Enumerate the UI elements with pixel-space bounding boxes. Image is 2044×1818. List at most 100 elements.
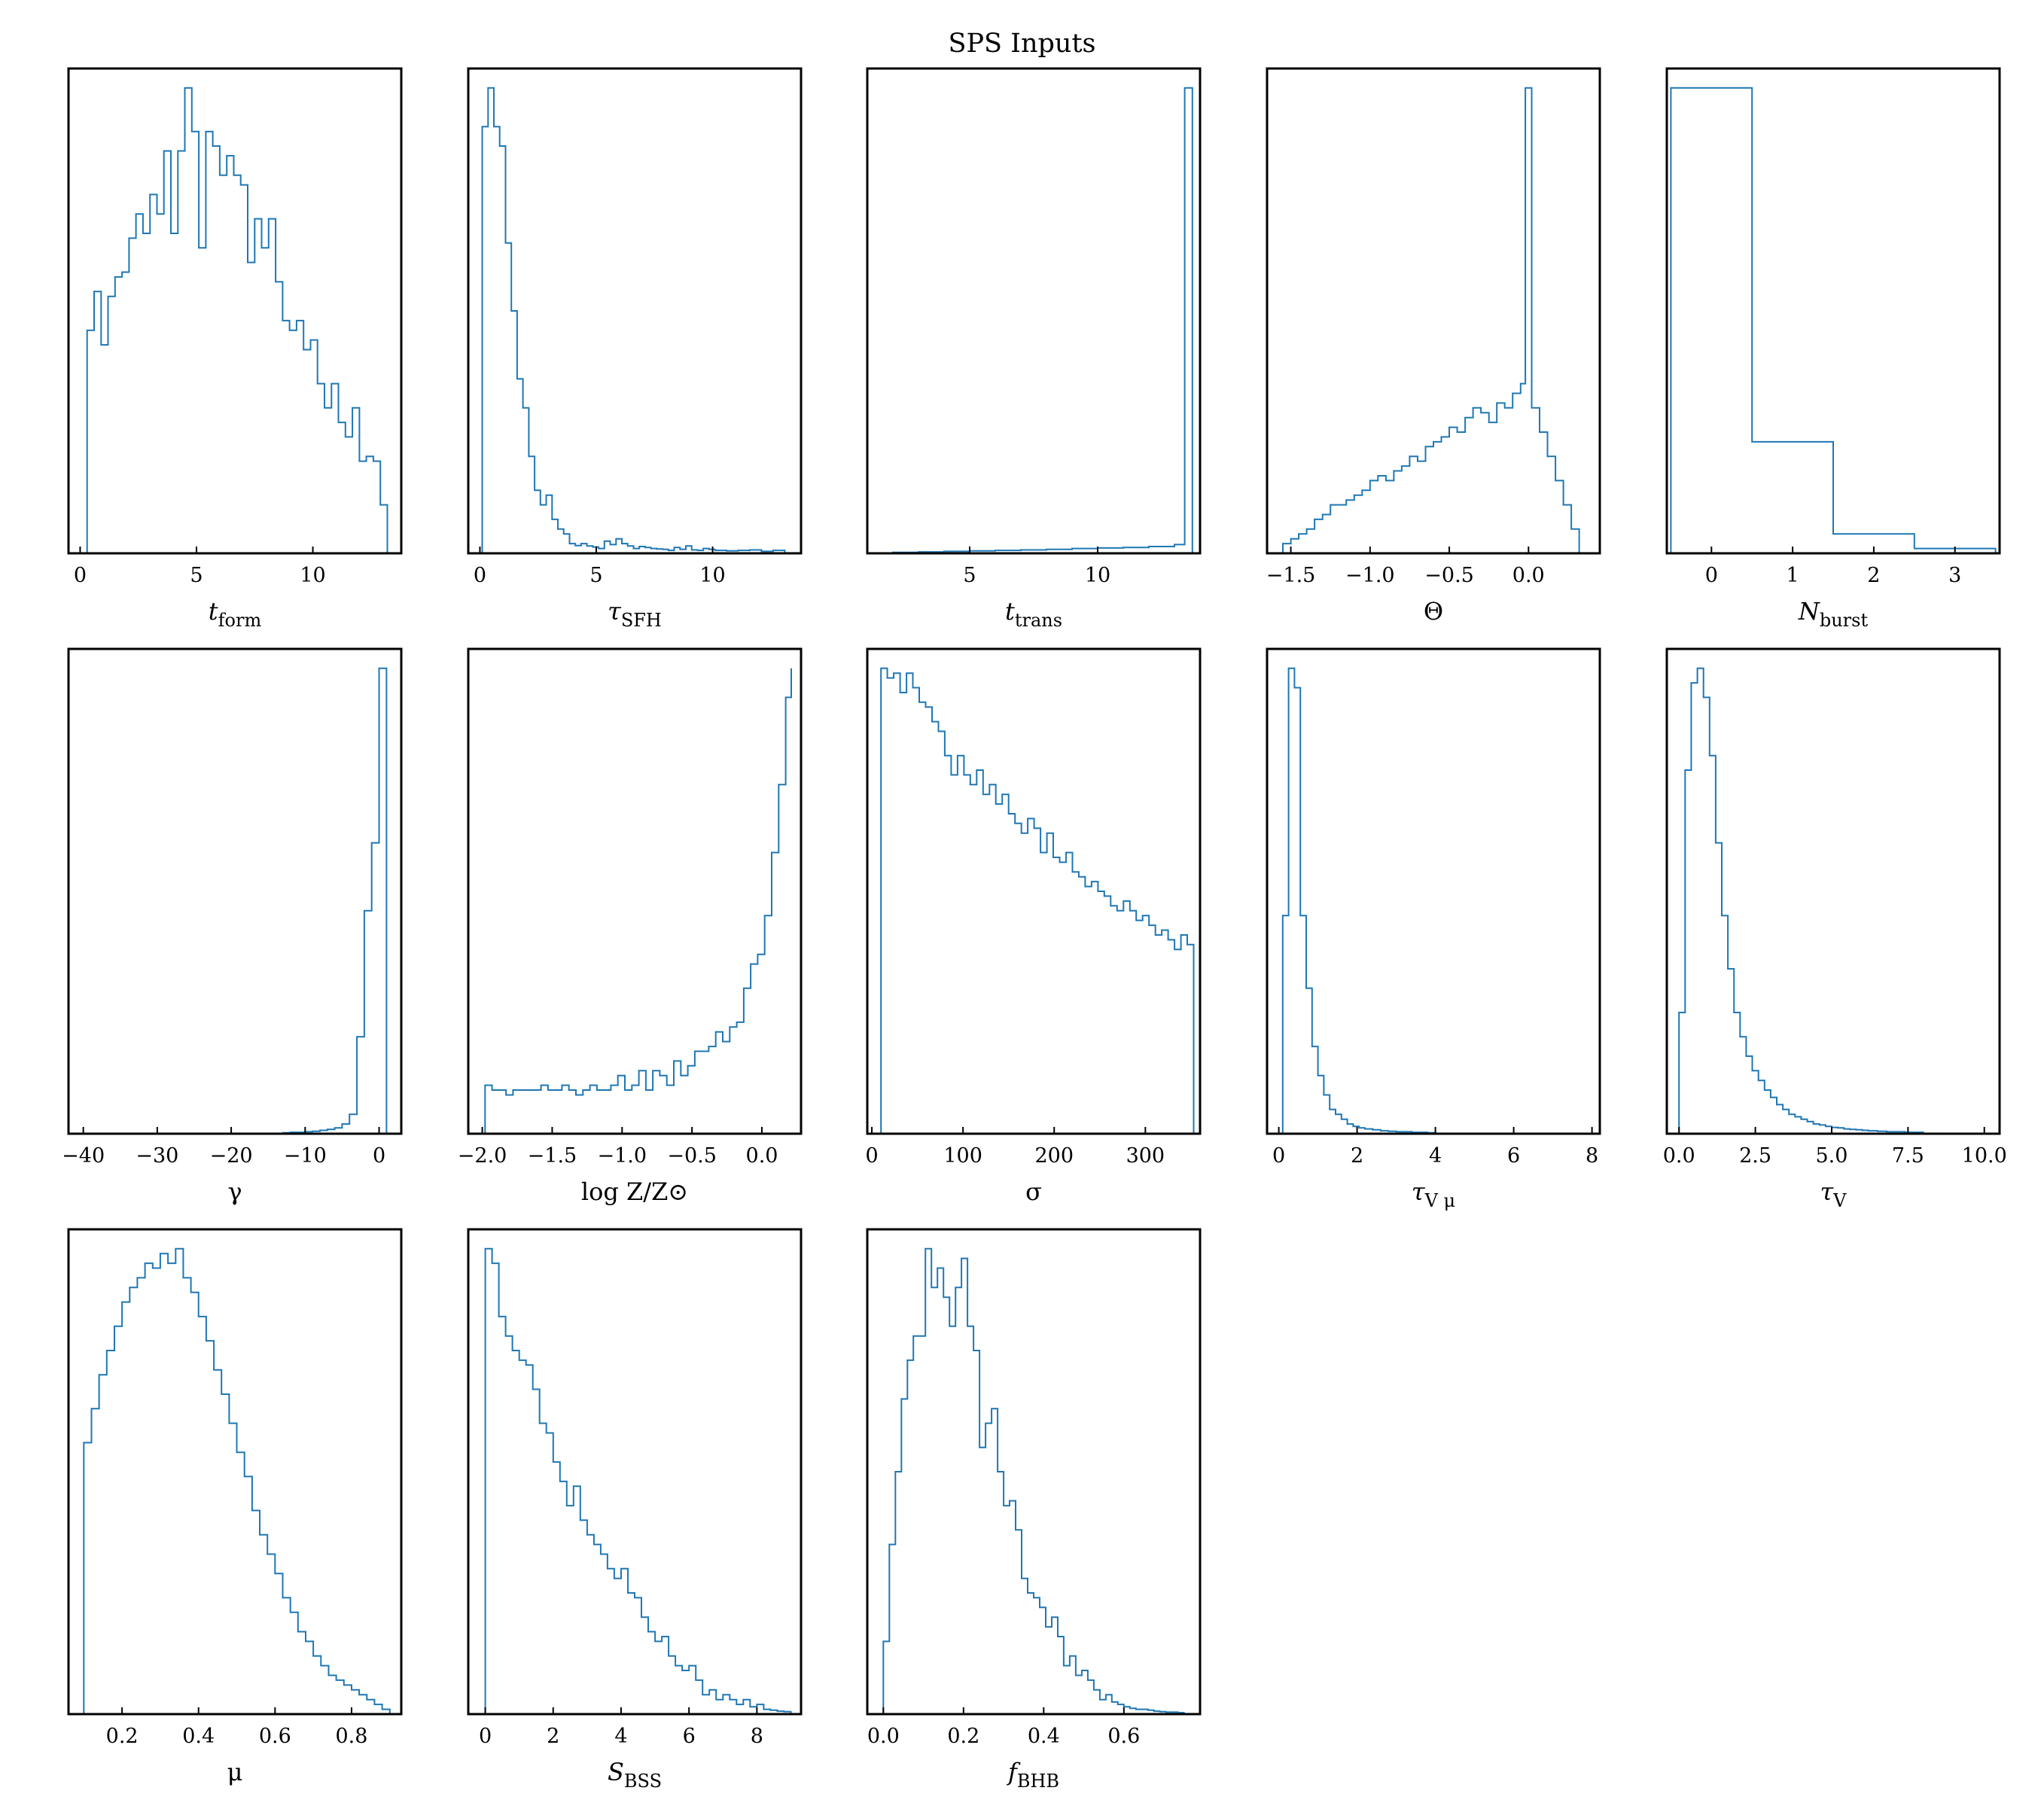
- histogram-panel-3: 5 10 ttrans: [866, 67, 1202, 631]
- axes-frame: [1266, 647, 1601, 1135]
- x-tick-label: 10: [699, 564, 725, 587]
- x-tick-label: 5: [963, 564, 976, 587]
- x-tick-label: 0: [373, 1144, 385, 1168]
- x-tick-label: −10: [284, 1144, 327, 1168]
- x-tick-label: 0.0: [746, 1144, 778, 1168]
- x-axis-label: μ: [227, 1758, 243, 1786]
- axes-frame: [467, 647, 803, 1135]
- axes-frame: [467, 1228, 803, 1716]
- x-tick-label: 0: [1272, 1144, 1285, 1168]
- axes-frame: [1266, 67, 1601, 555]
- x-tick-label: 4: [1429, 1144, 1442, 1168]
- x-tick-label: 2: [547, 1725, 559, 1748]
- axes-frame: [866, 1228, 1202, 1716]
- histogram-steps: [1670, 87, 1997, 553]
- axes-frame: [1665, 647, 2001, 1135]
- histogram-panel-10: 0.0 2.5 5.0 7.5 10.0 τV: [1663, 647, 2007, 1211]
- x-tick-label: 0.0: [867, 1725, 900, 1748]
- x-tick-label: −0.5: [667, 1144, 717, 1168]
- x-axis-label: ttrans: [1005, 597, 1062, 631]
- histogram-panel-1: 0 5 10 tform: [67, 67, 403, 631]
- x-tick-label: 0.0: [1663, 1144, 1695, 1168]
- histogram-panel-7: −2.0 −1.5 −1.0 −0.5 0.0 log Z/Z⊙: [458, 647, 803, 1206]
- histogram-panel-2: 0 5 10 τSFH: [467, 67, 803, 631]
- axes-frame: [67, 647, 403, 1135]
- x-tick-label: 5: [589, 564, 602, 587]
- x-axis-label: tform: [209, 597, 262, 631]
- x-tick-label: 300: [1126, 1144, 1165, 1168]
- x-tick-label: 0: [479, 1725, 492, 1748]
- x-tick-label: 5: [190, 564, 203, 587]
- x-tick-label: 8: [751, 1725, 763, 1748]
- x-tick-label: 7.5: [1892, 1144, 1924, 1168]
- axes-frame: [67, 67, 403, 555]
- x-tick-label: 0.4: [182, 1725, 215, 1748]
- x-tick-label: 0: [474, 564, 486, 587]
- x-tick-label: −0.5: [1424, 564, 1474, 587]
- x-tick-label: −30: [136, 1144, 178, 1168]
- x-tick-label: 6: [683, 1725, 696, 1748]
- histogram-steps: [1678, 667, 1924, 1134]
- x-axis-label: log Z/Z⊙: [581, 1177, 688, 1206]
- histogram-panel-8: 0 100 200 300 σ: [865, 647, 1202, 1206]
- histogram-panel-12: 0 2 4 6 8 SBSS: [467, 1228, 803, 1792]
- x-tick-label: 10: [300, 564, 325, 587]
- axes-frame: [1665, 67, 2001, 555]
- x-tick-label: 0.2: [947, 1725, 979, 1748]
- histogram-panel-5: 0 1 2 3 Nburst: [1665, 67, 2001, 631]
- histogram-panel-9: 0 2 4 6 8 τV μ: [1266, 647, 1601, 1211]
- histogram-panel-6: −40 −30 −20 −10 0 γ: [62, 647, 403, 1206]
- x-tick-label: 0.0: [1512, 564, 1545, 587]
- histogram-steps: [481, 87, 786, 553]
- x-tick-label: 4: [614, 1725, 627, 1748]
- x-tick-label: −2.0: [458, 1144, 507, 1168]
- x-tick-label: 10.0: [1962, 1144, 2007, 1168]
- x-tick-label: −1.0: [1345, 564, 1395, 587]
- x-tick-label: 0.8: [335, 1725, 367, 1748]
- x-tick-label: 0: [74, 564, 87, 587]
- histogram-steps: [282, 667, 388, 1134]
- histogram-panel-13: 0.0 0.2 0.4 0.6 fBHB: [866, 1228, 1202, 1792]
- histogram-steps: [83, 1247, 391, 1714]
- x-axis-label: τV μ: [1412, 1177, 1455, 1211]
- x-tick-label: 2: [1351, 1144, 1363, 1168]
- x-axis-label: τSFH: [608, 597, 662, 631]
- x-axis-label: τV: [1820, 1177, 1847, 1211]
- x-tick-label: 10: [1085, 564, 1110, 587]
- x-tick-label: 0.4: [1028, 1725, 1060, 1748]
- x-tick-label: 0.6: [1107, 1725, 1140, 1748]
- x-tick-label: 100: [943, 1144, 982, 1168]
- x-tick-label: 6: [1507, 1144, 1520, 1168]
- x-tick-label: 2.5: [1739, 1144, 1771, 1168]
- x-tick-label: 1: [1787, 564, 1799, 587]
- x-tick-label: −1.0: [598, 1144, 647, 1168]
- x-tick-label: 0.6: [259, 1725, 291, 1748]
- histogram-steps: [484, 1247, 792, 1714]
- x-axis-label: γ: [227, 1177, 242, 1206]
- figure-title: SPS Inputs: [948, 29, 1096, 59]
- histogram-steps: [1281, 667, 1436, 1134]
- histogram-steps: [484, 668, 792, 1134]
- x-tick-label: 0.2: [106, 1725, 139, 1748]
- histogram-steps: [1282, 87, 1580, 553]
- x-tick-label: −40: [62, 1144, 105, 1168]
- x-axis-label: Nburst: [1798, 597, 1869, 631]
- x-axis-label: Θ: [1424, 597, 1443, 626]
- histogram-steps: [892, 87, 1193, 553]
- x-tick-label: 0: [865, 1144, 878, 1168]
- x-tick-label: 8: [1586, 1144, 1598, 1168]
- x-tick-label: 200: [1034, 1144, 1074, 1168]
- x-tick-label: −1.5: [528, 1144, 577, 1168]
- axes-frame: [467, 67, 803, 555]
- histogram-steps: [86, 87, 388, 553]
- x-axis-label: SBSS: [608, 1758, 662, 1792]
- axes-frame: [866, 647, 1202, 1135]
- x-axis-label: fBHB: [1007, 1758, 1059, 1792]
- x-tick-label: 3: [1948, 564, 1961, 587]
- x-axis-label: σ: [1025, 1177, 1042, 1206]
- x-tick-label: −20: [210, 1144, 253, 1168]
- x-tick-label: 0: [1705, 564, 1718, 587]
- histogram-panel-4: −1.5 −1.0 −0.5 0.0 Θ: [1266, 67, 1601, 626]
- x-tick-label: 2: [1867, 564, 1880, 587]
